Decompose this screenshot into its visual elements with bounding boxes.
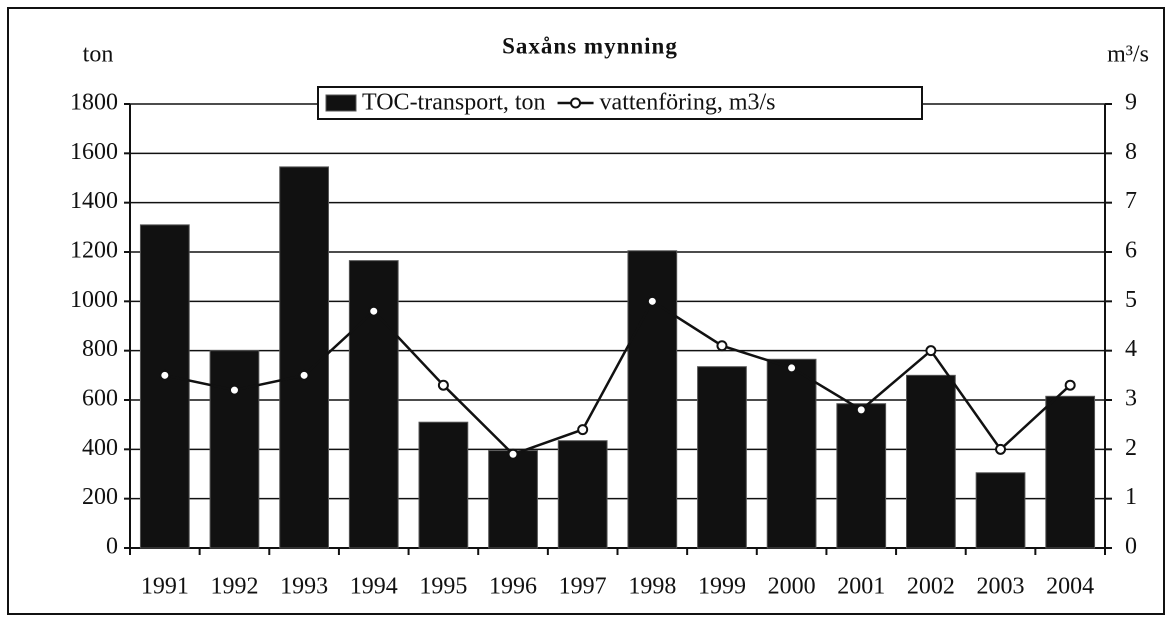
legend-box [317,86,923,120]
line-point [298,369,310,381]
x-tick-label: 1994 [350,574,398,600]
bar [557,440,608,549]
y2-tick-label: 6 [1125,238,1137,264]
bar [766,358,817,549]
line-point [995,443,1007,455]
line-point [786,362,798,374]
bar [836,403,887,549]
y-tick-label: 1200 [70,238,118,264]
bar [697,366,747,549]
bar [279,166,329,549]
y2-tick-label: 4 [1125,336,1137,362]
line-point [1064,379,1076,391]
x-tick-label: 1996 [489,574,537,600]
bar [906,374,956,549]
line-point [437,379,449,391]
x-tick-label: 2001 [837,574,885,600]
bar [209,350,260,549]
bar [627,250,678,549]
y-tick-label: 400 [82,435,118,461]
chart-title: Saxåns mynning [502,33,678,58]
y-tick-label: 1800 [70,90,118,116]
y-axis-label: ton [83,42,114,68]
y-tick-label: 200 [82,484,118,510]
y2-tick-label: 5 [1125,287,1137,313]
x-tick-label: 1997 [559,574,607,600]
x-tick-label: 2000 [768,574,816,600]
bar [1045,395,1096,549]
x-tick-label: 1999 [698,574,746,600]
line-point [925,345,937,357]
bar [975,472,1026,549]
x-tick-label: 1993 [280,574,328,600]
line-point [646,295,658,307]
y-tick-label: 800 [82,336,118,362]
x-tick-label: 1998 [628,574,676,600]
y-tick-label: 1600 [70,139,118,165]
y2-tick-label: 3 [1125,386,1137,412]
x-tick-label: 1992 [210,574,258,600]
line-point [577,424,589,436]
y-tick-label: 600 [82,386,118,412]
y2-tick-label: 2 [1125,435,1137,461]
line-point [716,340,728,352]
y-tick-label: 1400 [70,188,118,214]
x-tick-label: 1995 [419,574,467,600]
x-tick-label: 2003 [977,574,1025,600]
line-point [228,384,240,396]
y2-tick-label: 7 [1125,188,1137,214]
y2-tick-label: 8 [1125,139,1137,165]
legend-label: vattenföring, m3/s [600,90,776,116]
x-tick-label: 1991 [141,574,189,600]
bar [348,260,399,549]
y2-tick-label: 0 [1125,534,1137,560]
legend-marker [570,97,582,109]
bar [418,421,469,549]
line-point [368,305,380,317]
y-tick-label: 0 [106,534,118,560]
bar [139,224,190,549]
x-tick-label: 2004 [1046,574,1094,600]
y-tick-label: 1000 [70,287,118,313]
y2-tick-label: 9 [1125,90,1137,116]
legend-swatch [325,94,357,112]
x-tick-label: 2002 [907,574,955,600]
line-point [855,404,867,416]
y2-axis-label: m³/s [1107,42,1149,68]
line-point [159,369,171,381]
bar [488,450,538,549]
y2-tick-label: 1 [1125,484,1137,510]
legend-label: TOC-transport, ton [362,90,546,116]
line-point [507,448,519,460]
line [164,299,1072,456]
